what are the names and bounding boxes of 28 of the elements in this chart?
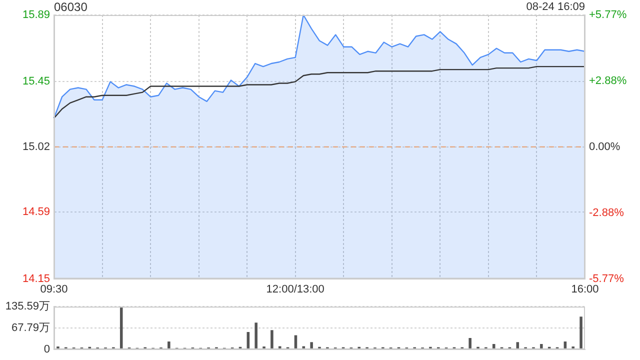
bar bbox=[310, 342, 313, 349]
y-tick-label: 67.79万 bbox=[11, 322, 50, 334]
y-tick-label: 135.59万 bbox=[5, 300, 50, 313]
y-tick-label: 14.15 bbox=[22, 272, 50, 285]
bar bbox=[254, 322, 258, 349]
x-tick-label: 09:30 bbox=[40, 283, 68, 296]
y2-tick-label: +5.77% bbox=[589, 9, 627, 22]
y-tick-label: 15.45 bbox=[22, 76, 50, 88]
bar bbox=[580, 316, 582, 349]
chart-title: 06030 bbox=[54, 0, 88, 14]
y-tick-label: 0 bbox=[44, 343, 50, 356]
bar bbox=[270, 330, 274, 349]
y-tick-label: 15.89 bbox=[22, 9, 50, 22]
y-tick-label: 15.02 bbox=[22, 140, 50, 153]
bar bbox=[540, 344, 543, 349]
x-tick-label: 16:00 bbox=[571, 283, 599, 296]
bar bbox=[278, 346, 282, 349]
y2-tick-label: -5.77% bbox=[589, 272, 624, 285]
y2-tick-label: +2.88% bbox=[589, 75, 627, 88]
y2-tick-label: 0.00% bbox=[589, 140, 620, 153]
text: 08-24 16:09 bbox=[526, 1, 585, 13]
bar bbox=[120, 306, 123, 349]
x-tick-label: 12:00/13:00 bbox=[266, 283, 324, 296]
bar bbox=[468, 338, 472, 349]
bar bbox=[168, 342, 170, 349]
bar bbox=[516, 342, 520, 349]
y2-tick-label: -2.88% bbox=[589, 206, 624, 219]
y-tick-label: 14.59 bbox=[22, 206, 50, 218]
